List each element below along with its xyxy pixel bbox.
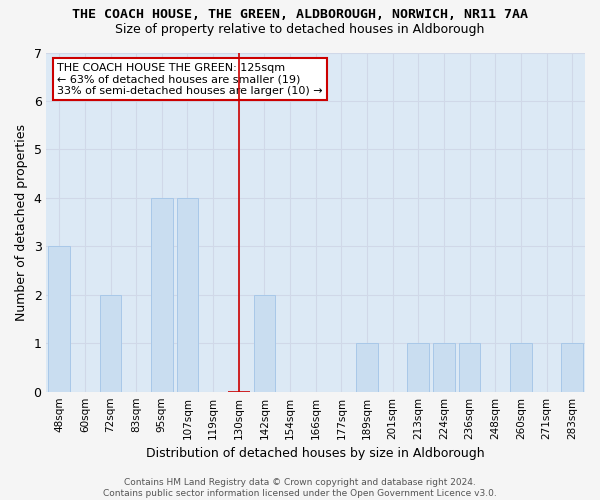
Bar: [49, 246, 70, 392]
Text: THE COACH HOUSE THE GREEN: 125sqm
← 63% of detached houses are smaller (19)
33% : THE COACH HOUSE THE GREEN: 125sqm ← 63% …: [57, 62, 323, 96]
Bar: [100, 295, 121, 392]
Bar: [151, 198, 173, 392]
Text: THE COACH HOUSE, THE GREEN, ALDBOROUGH, NORWICH, NR11 7AA: THE COACH HOUSE, THE GREEN, ALDBOROUGH, …: [72, 8, 528, 20]
Bar: [433, 343, 455, 392]
X-axis label: Distribution of detached houses by size in Aldborough: Distribution of detached houses by size …: [146, 447, 485, 460]
Bar: [176, 198, 199, 392]
Y-axis label: Number of detached properties: Number of detached properties: [15, 124, 28, 320]
Bar: [356, 343, 378, 392]
Bar: [254, 295, 275, 392]
Text: Size of property relative to detached houses in Aldborough: Size of property relative to detached ho…: [115, 22, 485, 36]
Bar: [458, 343, 481, 392]
Bar: [561, 343, 583, 392]
Text: Contains HM Land Registry data © Crown copyright and database right 2024.
Contai: Contains HM Land Registry data © Crown c…: [103, 478, 497, 498]
Bar: [510, 343, 532, 392]
Bar: [407, 343, 429, 392]
